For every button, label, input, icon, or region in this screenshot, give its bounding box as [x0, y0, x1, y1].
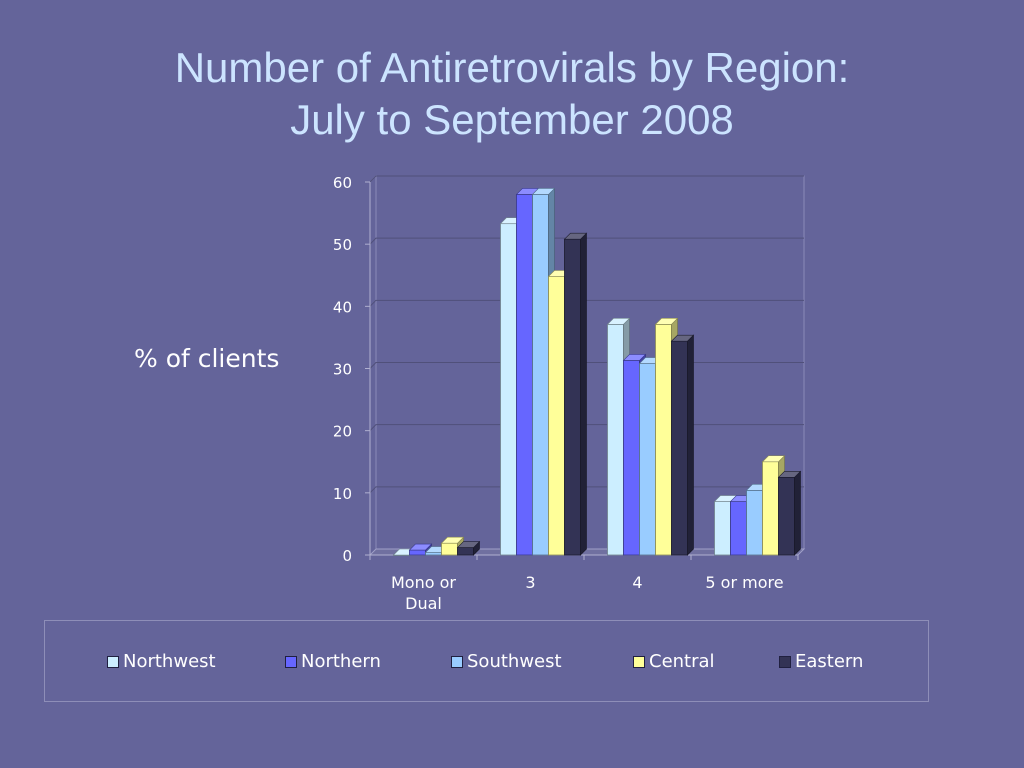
legend-swatch [285, 655, 297, 668]
legend-label: Central [649, 651, 715, 672]
legend-swatch [633, 655, 645, 668]
y-tick-label: 0 [342, 547, 352, 565]
legend-label: Northern [301, 651, 381, 672]
bar-southwest-4 [746, 489, 763, 556]
legend-swatch [107, 655, 119, 668]
bar-chart: 0 10 20 30 40 50 60 Mono or Dual 3 4 5 or more [333, 174, 806, 613]
y-tick-label: 30 [333, 361, 352, 379]
gridline [369, 237, 804, 245]
bar-side [687, 334, 694, 556]
bar-top [408, 543, 433, 551]
bar-central-2 [548, 276, 565, 556]
bar-side [794, 470, 801, 556]
bar-northern-4 [730, 501, 747, 556]
legend-item-eastern: Eastern [779, 651, 863, 672]
bar-top [531, 188, 556, 195]
bar-southwest-3 [639, 363, 656, 556]
chart-title-line-1: Number of Antiretrovirals by Region: [174, 44, 850, 91]
bar-central-3 [655, 323, 672, 556]
x-tick-label: Dual [405, 594, 442, 613]
chart-title-line-2: July to September 2008 [290, 96, 734, 143]
legend-label: Southwest [467, 651, 562, 672]
y-tick-label: 60 [333, 174, 352, 192]
bar-southwest-2 [532, 194, 549, 556]
bar-eastern-3 [671, 340, 688, 556]
legend-item-central: Central [633, 651, 715, 672]
bar-top [456, 541, 481, 548]
bar-top [654, 318, 679, 325]
x-tick-label: 4 [632, 573, 642, 592]
x-tick-label: 5 or more [705, 573, 783, 592]
legend-item-northern: Northern [285, 651, 381, 672]
chart-title: Number of Antiretrovirals by Region: Jul… [0, 42, 1024, 146]
legend-swatch [779, 655, 791, 668]
bar-top [440, 536, 465, 544]
y-tick-label: 40 [333, 298, 352, 316]
bar-top [622, 354, 647, 361]
bar-northern-1 [409, 549, 426, 556]
gridline [369, 424, 804, 432]
bar-central-1 [441, 542, 458, 556]
y-tick-label: 10 [333, 485, 352, 503]
x-tick-label: Mono or [391, 573, 456, 592]
gridline [369, 175, 804, 183]
gridline [369, 299, 804, 307]
bar-northwest-4 [714, 501, 731, 556]
bar-top [777, 470, 802, 478]
bar-eastern-4 [778, 476, 795, 556]
bar-northwest-2 [500, 223, 517, 556]
bar-northern-3 [623, 360, 640, 556]
x-tick-label: 3 [525, 573, 535, 592]
bar-top [563, 232, 588, 240]
legend-label: Northwest [123, 651, 216, 672]
y-axis-label: % of clients [134, 344, 280, 373]
bar-southwest-1 [425, 552, 442, 556]
legend-label: Eastern [795, 651, 864, 672]
bar-eastern-1 [457, 547, 474, 556]
legend-item-northwest: Northwest [107, 651, 216, 672]
gridline [369, 362, 804, 369]
legend-swatch [451, 655, 463, 668]
bar-eastern-2 [564, 238, 581, 556]
chart-legend: Northwest Northern Southwest Central Eastern [44, 620, 929, 702]
bar-top [670, 334, 695, 342]
bar-top [761, 455, 786, 463]
y-tick-label: 50 [333, 236, 352, 254]
gridline [369, 486, 804, 494]
legend-item-southwest: Southwest [451, 651, 562, 672]
bar-top [606, 318, 631, 325]
bar-side [580, 232, 587, 556]
bar-northwest-3 [607, 323, 624, 556]
bar-northern-2 [516, 194, 533, 556]
bar-central-4 [762, 461, 779, 556]
y-tick-label: 20 [333, 423, 352, 441]
